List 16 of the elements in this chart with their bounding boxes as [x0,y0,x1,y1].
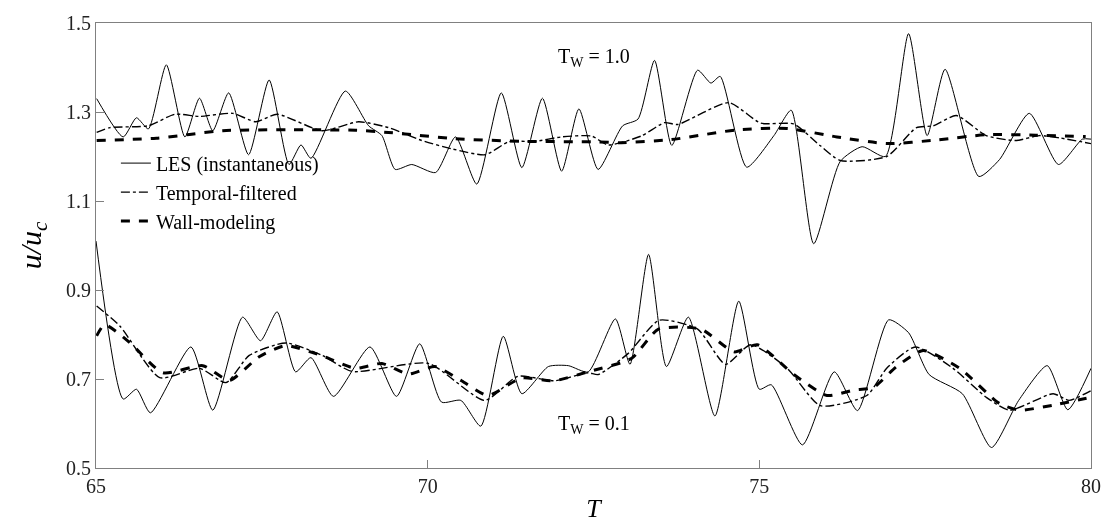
x-axis-title: T [586,493,603,523]
y-tick-label: 1.5 [66,12,91,34]
x-tick-label: 70 [417,475,438,497]
x-tick-label: 80 [1081,475,1101,497]
y-tick-label: 0.9 [66,279,91,301]
y-tick-label: 0.7 [66,368,91,390]
x-tick-label: 75 [749,475,770,497]
legend-label: LES (instantaneous) [155,152,319,176]
legend-label: Wall-modeling [155,210,276,234]
y-tick-label: 1.1 [66,190,91,212]
annotation: T$_{W}$ = 1.0 [558,45,630,71]
annotation: T$_{W}$ = 0.1 [558,412,630,438]
line-series [96,240,1091,449]
line-series [96,33,1091,245]
legend-label: Temporal-filtered [155,181,297,205]
y-tick-label: 1.3 [66,101,91,123]
